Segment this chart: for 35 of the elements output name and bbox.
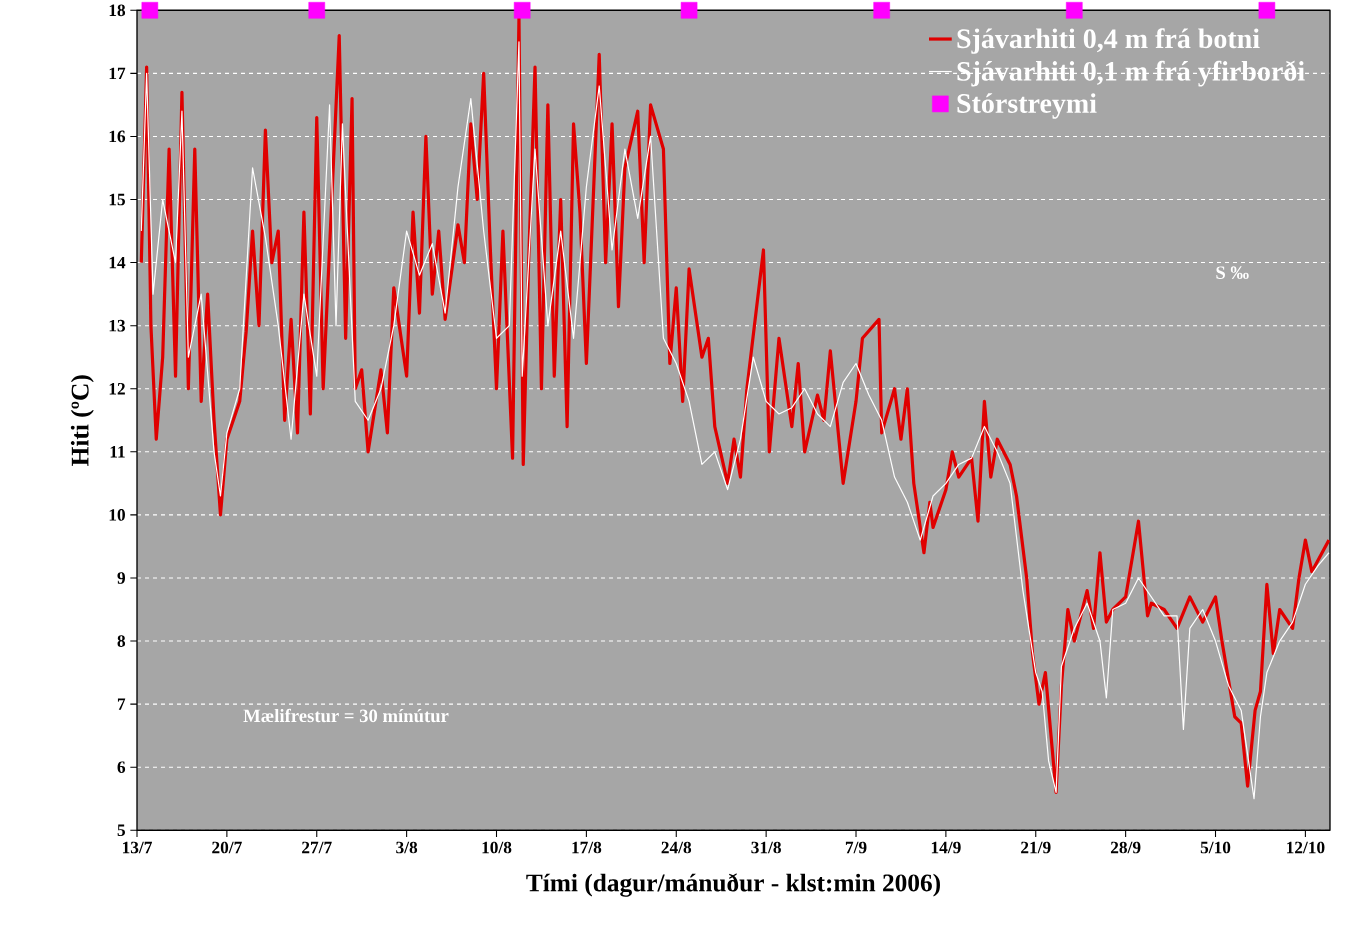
annotation: Mælifrestur = 30 mínútur xyxy=(243,708,449,723)
y-tick-label: 13 xyxy=(109,319,126,332)
legend-label: Stórstreymi xyxy=(957,93,1097,119)
y-tick-label: 12 xyxy=(109,382,125,395)
y-tick-label: 11 xyxy=(110,445,125,458)
legend-label: Sjávarhiti 0,1 m frá yfirborði xyxy=(957,60,1305,87)
annotation: S ‰ xyxy=(1216,266,1249,279)
y-tick-label: 10 xyxy=(109,508,125,521)
x-axis-title: Tími (dagur/mánuður - klst:min 2006) xyxy=(526,873,940,897)
x-tick-label: 24/8 xyxy=(661,841,692,854)
x-tick-label: 17/8 xyxy=(572,841,602,854)
y-tick-label: 16 xyxy=(109,130,126,143)
y-tick-label: 15 xyxy=(109,193,125,206)
y-tick-label: 9 xyxy=(117,572,126,584)
x-tick-label: 20/7 xyxy=(212,841,242,854)
legend-label: Sjávarhiti 0,4 m frá botni xyxy=(957,28,1260,54)
x-tick-label: 28/9 xyxy=(1110,841,1141,854)
y-tick-label: 17 xyxy=(109,67,126,79)
x-tick-label: 21/9 xyxy=(1021,841,1051,854)
y-tick-label: 8 xyxy=(117,635,126,647)
x-tick-label: 5/10 xyxy=(1200,841,1231,854)
x-tick-label: 13/7 xyxy=(122,841,152,854)
x-tick-label: 27/7 xyxy=(302,841,332,854)
y-tick-label: 7 xyxy=(117,698,126,710)
y-tick-label: 18 xyxy=(109,4,126,16)
x-tick-label: 14/9 xyxy=(931,841,961,854)
y-axis-title: Hiti (ºC) xyxy=(70,375,94,466)
x-tick-label: 7/9 xyxy=(845,841,867,854)
x-tick-label: 31/8 xyxy=(751,841,781,854)
x-tick-label: 10/8 xyxy=(482,841,512,854)
x-tick-label: 3/8 xyxy=(396,841,418,854)
y-tick-label: 14 xyxy=(109,256,126,269)
x-tick-label: 12/10 xyxy=(1287,841,1325,854)
y-tick-label: 6 xyxy=(117,761,126,773)
y-tick-label: 5 xyxy=(117,824,125,836)
